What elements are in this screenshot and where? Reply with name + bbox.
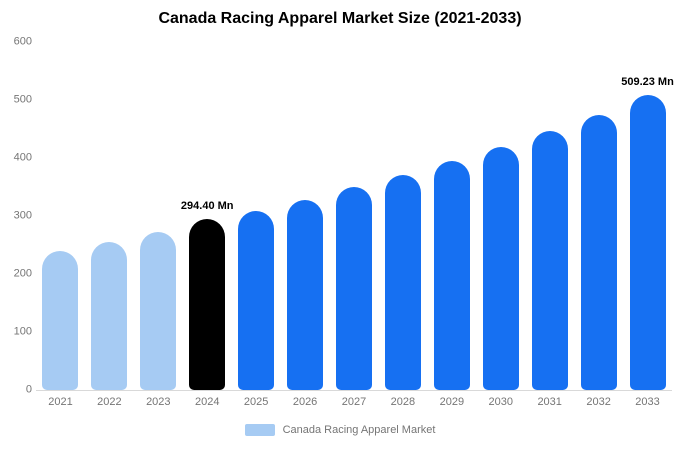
y-axis-tick-label: 600 [13,35,32,48]
bar-slot-2029 [427,42,476,390]
bar-2024 [189,219,226,390]
bar-2025 [238,211,275,390]
bars-row: 294.40 Mn 509.23 Mn [36,42,674,390]
x-axis-label-2025: 2025 [243,396,269,408]
bar-2029 [433,161,470,390]
bar-slot-2023 [134,42,183,390]
bar-2026 [287,199,324,390]
bar-2021 [42,250,79,390]
bar-slot-2021 [36,42,85,390]
bar-2033 [629,94,666,390]
bar-2031 [531,131,568,390]
x-axis-label-2032: 2032 [586,396,611,408]
bar-2032 [580,115,617,390]
bar-slot-2030 [476,42,525,390]
bar-2030 [482,146,519,390]
x-axis-label-2022: 2022 [97,396,122,408]
x-axis-label-2030: 2030 [488,396,513,408]
bar-slot-2033: 509.23 Mn [621,42,674,390]
x-axis: 2021 2022 2023 2024 2025 2026 2027 2028 2029 2030… [36,396,672,408]
bar-value-label-2024: 294.40 Mn [180,200,234,213]
bar-value-label-2033: 509.23 Mn [621,75,674,88]
x-axis-label-2033: 2033 [635,396,660,408]
bar-2022 [91,242,128,390]
bar-2027 [335,187,372,390]
x-axis-label-2027: 2027 [341,396,367,408]
bar-slot-2027 [330,42,379,390]
y-axis-tick-label: 500 [13,93,32,106]
x-axis-label-2029: 2029 [439,396,465,408]
legend-label: Canada Racing Apparel Market [282,424,436,436]
legend-swatch-icon [244,424,275,436]
bar-slot-2024: 294.40 Mn [180,42,234,390]
bar-slot-2025 [232,42,281,390]
chart-title: Canada Racing Apparel Market Size (2021-… [158,10,522,27]
y-axis-tick-label: 400 [13,151,32,164]
x-axis-label-2031: 2031 [537,396,562,408]
bar-slot-2031 [525,42,574,390]
y-axis-tick-label: 300 [13,209,32,222]
y-axis-tick-label: 100 [13,325,32,338]
x-axis-label-2021: 2021 [48,396,73,408]
y-axis-tick-label: 0 [25,383,32,396]
legend[interactable]: Canada Racing Apparel Market [0,424,680,436]
x-axis-label-2023: 2023 [146,396,171,408]
bar-2028 [384,175,421,390]
bar-slot-2026 [281,42,330,390]
bar-slot-2032 [574,42,623,390]
bar-2023 [140,232,177,390]
bar-slot-2022 [85,42,134,390]
plot-area: 294.40 Mn 509.23 Mn 0 100 200 300 400 500 600 [14,36,674,395]
x-axis-label-2024: 2024 [194,396,220,408]
x-axis-label-2026: 2026 [292,396,318,408]
x-axis-label-2028: 2028 [390,396,416,408]
bar-slot-2028 [378,42,427,390]
y-axis-tick-label: 200 [13,267,32,280]
